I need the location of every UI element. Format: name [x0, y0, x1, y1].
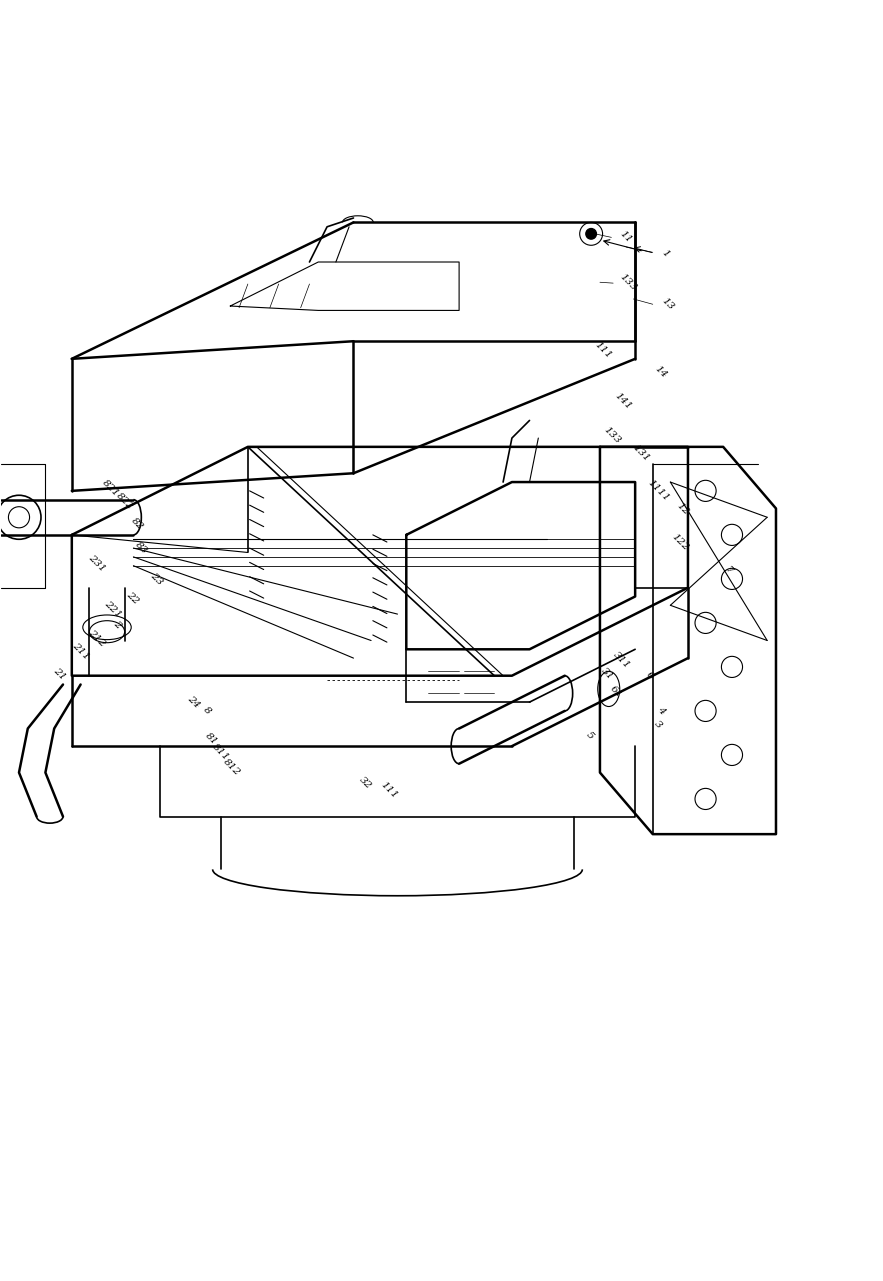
Text: 1111: 1111: [645, 478, 671, 503]
Text: 2: 2: [111, 619, 123, 630]
Text: 311: 311: [611, 649, 632, 670]
Text: 24: 24: [185, 694, 201, 710]
Text: 231: 231: [87, 553, 107, 574]
Text: 133: 133: [617, 272, 638, 292]
Text: 811: 811: [210, 742, 230, 762]
Text: 32: 32: [358, 775, 374, 790]
Circle shape: [585, 228, 596, 240]
Text: 82: 82: [129, 516, 145, 532]
Text: 12: 12: [675, 501, 691, 516]
Text: 133: 133: [601, 425, 623, 446]
Text: 131: 131: [630, 443, 651, 464]
Text: 822: 822: [114, 491, 134, 511]
Text: 221: 221: [102, 600, 123, 620]
Text: 61: 61: [608, 684, 624, 699]
Text: 111: 111: [379, 780, 399, 801]
Text: 22: 22: [125, 591, 140, 606]
Text: 83: 83: [133, 541, 149, 556]
Text: 5: 5: [584, 730, 595, 742]
Text: 212: 212: [87, 629, 107, 649]
Text: 111: 111: [592, 339, 614, 360]
Text: 14: 14: [653, 364, 668, 380]
Text: 821: 821: [100, 478, 120, 498]
Text: 211: 211: [71, 640, 91, 661]
Text: 1: 1: [660, 247, 671, 259]
Text: 11: 11: [617, 229, 633, 245]
Text: 13: 13: [660, 296, 675, 313]
Text: 31: 31: [599, 666, 615, 681]
Text: 4: 4: [655, 706, 667, 716]
Text: 23: 23: [148, 571, 164, 587]
Text: 7: 7: [723, 565, 735, 575]
Text: 122: 122: [670, 532, 691, 552]
Text: 21: 21: [51, 666, 67, 681]
Text: 8: 8: [201, 706, 212, 716]
Text: 812: 812: [222, 757, 242, 778]
Text: 141: 141: [613, 391, 634, 411]
Text: 3: 3: [653, 720, 664, 730]
Text: 6: 6: [644, 670, 655, 681]
Text: 81: 81: [203, 731, 219, 747]
